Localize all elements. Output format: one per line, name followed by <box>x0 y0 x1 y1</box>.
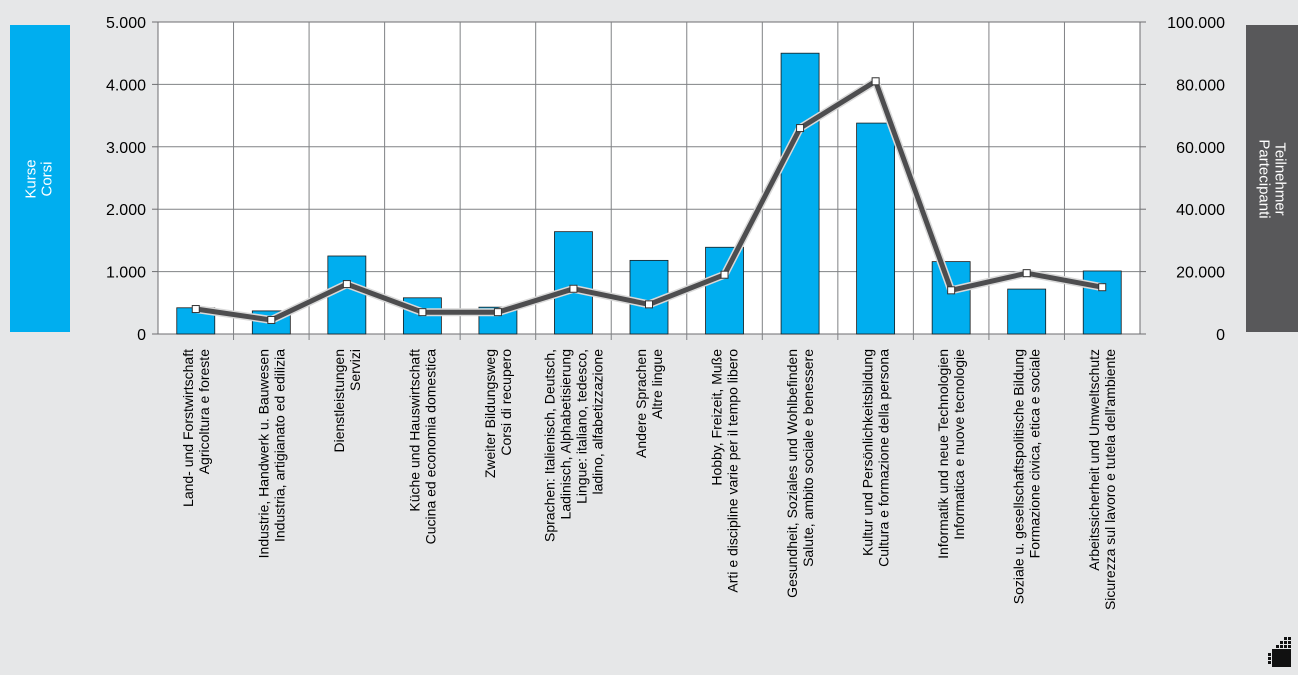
category-label-line: Gesundheit, Soziales und Wohlbefinden <box>784 349 800 598</box>
left-tick-label: 4.000 <box>106 77 146 94</box>
line-point <box>645 300 653 309</box>
category-label: Gesundheit, Soziales und Wohlbefinden Sal… <box>784 349 816 598</box>
category-label: Land- und Forstwirtschaft Agricoltura e f… <box>180 349 212 507</box>
line-point <box>1098 283 1107 292</box>
category-label-line: Kultur und Persönlichkeitsbildung <box>860 349 876 556</box>
left-tick-label: 0 <box>137 327 146 344</box>
category-label-line: Land- und Forstwirtschaft <box>180 349 196 507</box>
left-tick-label: 3.000 <box>106 140 146 157</box>
right-tick-label: 80.000 <box>1176 77 1225 94</box>
bar <box>705 246 744 335</box>
category-label-line: Küche und Hauswirtschaft <box>406 349 422 512</box>
category-label: Kultur und Persönlichkeitsbildung Cultura… <box>860 349 892 567</box>
right-tick-label: 0 <box>1216 327 1225 344</box>
category-label-line: Andere Sprachen <box>633 349 649 458</box>
category-label: Sprachen: Italienisch, Deutsch, Ladinisch… <box>541 349 605 542</box>
category-label-line: ladino, alfabetizzazione <box>589 349 605 495</box>
bar <box>327 255 367 335</box>
category-label: Dienstleistungen Servizi <box>331 349 363 453</box>
category-label-line: Corsi di recupero <box>498 349 514 456</box>
line-point <box>493 308 502 317</box>
category-label-line: Altre lingue <box>649 349 665 419</box>
line-point <box>871 77 880 86</box>
category-label-line: Informatik und neue Technologien <box>935 349 951 559</box>
category-label-line: Hobby, Freizeit, Muße <box>709 349 725 486</box>
bar <box>931 261 971 335</box>
bar <box>1007 288 1047 335</box>
left-axis-title-box: Kurse Corsi <box>10 25 70 332</box>
right-axis-title-box: Teilnehmer Partecipanti <box>1246 25 1298 332</box>
right-tick-label: 100.000 <box>1167 15 1225 32</box>
right-tick-label: 20.000 <box>1176 265 1225 282</box>
category-label: Andere Sprachen Altre lingue <box>633 349 665 458</box>
left-tick-label: 5.000 <box>106 15 146 32</box>
category-label-line: Soziale u. gesellschaftspolitische Bildu… <box>1011 349 1027 604</box>
category-label-line: Lingue: italiano, tedesco, <box>573 349 589 504</box>
category-label-line: Informatica e nuove tecnologie <box>951 349 967 540</box>
category-label-line: Cultura e formazione della persona <box>876 349 892 567</box>
line-point <box>569 284 578 293</box>
bar <box>856 122 896 335</box>
category-label-line: Dienstleistungen <box>331 349 347 453</box>
category-label: Industrie, Handwerk u. Bauwesen Industria… <box>255 349 287 559</box>
category-label: Soziale u. gesellschaftspolitische Bildu… <box>1011 349 1043 604</box>
category-label: Küche und Hauswirtschaft Cucina ed econom… <box>406 349 438 545</box>
category-label: Zweiter Bildungsweg Corsi di recupero <box>482 349 514 478</box>
line-point <box>1022 269 1031 278</box>
category-label-line: Agricoltura e foreste <box>196 349 212 474</box>
line-point <box>720 270 729 279</box>
bar <box>780 52 820 335</box>
line-point <box>796 124 805 133</box>
category-label-line: Cucina ed economia domestica <box>422 349 438 545</box>
line-point <box>418 308 427 317</box>
category-label-line: Salute, ambito sociale e benessere <box>800 349 816 567</box>
category-label-line: Arbeitssicherheit und Umweltschutz <box>1086 349 1102 571</box>
category-label-line: Industria, artigianato ed edilizia <box>271 349 287 542</box>
left-tick-label: 2.000 <box>106 202 146 219</box>
category-label-line: Zweiter Bildungsweg <box>482 349 498 478</box>
category-label-line: Ladinisch, Alphabetisierung <box>557 349 573 519</box>
category-label: Informatik und neue Technologien Informat… <box>935 349 967 559</box>
right-tick-label: 60.000 <box>1176 140 1225 157</box>
line-point <box>342 280 351 289</box>
category-label-line: Sprachen: Italienisch, Deutsch, <box>541 349 557 542</box>
bar <box>554 231 593 335</box>
category-label-line: Industrie, Handwerk u. Bauwesen <box>255 349 271 558</box>
left-tick-label: 1.000 <box>106 265 146 282</box>
category-label: Arbeitssicherheit und Umweltschutz Sicure… <box>1086 349 1118 610</box>
line-point <box>947 286 956 295</box>
line-point <box>267 315 276 324</box>
bar <box>1082 270 1122 335</box>
right-tick-label: 40.000 <box>1176 202 1225 219</box>
category-label-line: Sicurezza sul lavoro e tutela dell'ambie… <box>1102 349 1118 610</box>
logo-icon <box>1268 637 1291 667</box>
category-label-line: Arti e discipline varie per il tempo lib… <box>725 349 741 593</box>
category-label-line: Formazione civica, etica e sociale <box>1027 349 1043 559</box>
line-point <box>191 305 200 314</box>
category-label-line: Servizi <box>347 349 363 391</box>
category-label: Hobby, Freizeit, Muße Arti e discipline v… <box>709 349 741 593</box>
